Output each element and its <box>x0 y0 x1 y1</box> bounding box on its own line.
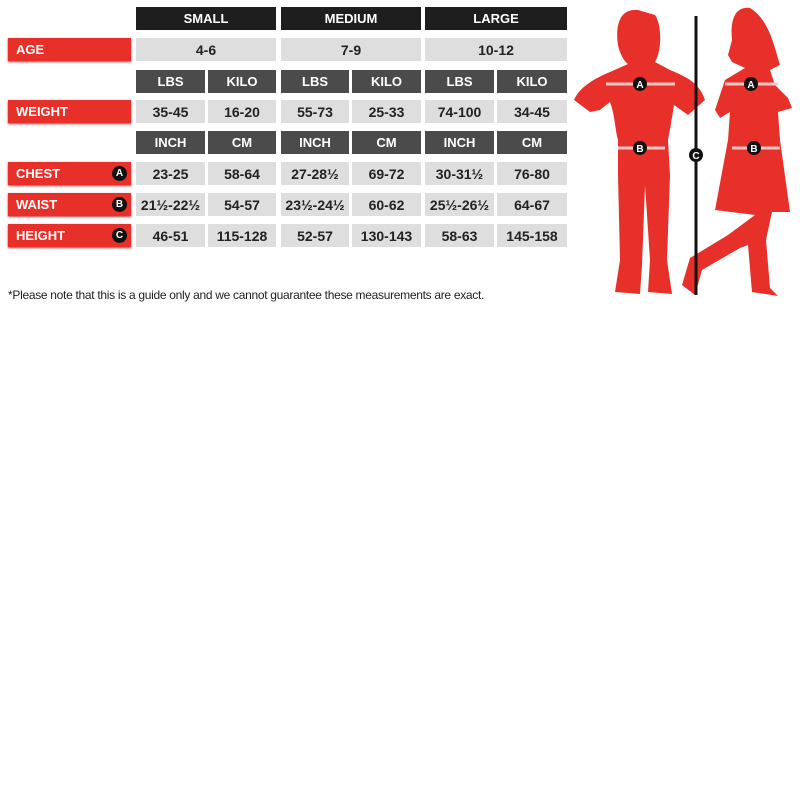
table-cell: 58-64 <box>208 162 276 185</box>
row-label-text: WAIST <box>16 197 58 212</box>
row-label-text: AGE <box>16 42 45 57</box>
row-label-text: CHEST <box>16 166 61 181</box>
table-cell: 27-28½ <box>281 162 349 185</box>
table-cell: 23-25 <box>136 162 205 185</box>
table-cell: 69-72 <box>352 162 421 185</box>
girl-silhouette <box>682 7 792 296</box>
marker-b-girl: B <box>750 144 757 155</box>
table-cell: 34-45 <box>497 100 567 123</box>
table-cell: 130-143 <box>352 224 421 247</box>
marker-c: C <box>692 151 699 162</box>
row-label-height: HEIGHT C <box>8 224 131 247</box>
measure-markers <box>633 77 761 162</box>
marker-b-boy: B <box>636 144 643 155</box>
table-cell: 16-20 <box>208 100 276 123</box>
table-cell: 46-51 <box>136 224 205 247</box>
table-cell: 21½-22½ <box>136 193 205 216</box>
table-cell: 58-63 <box>425 224 494 247</box>
table-cell: 25½-26½ <box>425 193 494 216</box>
measure-badge: C <box>112 228 127 243</box>
unit-header: LBS <box>425 70 494 93</box>
table-cell: 60-62 <box>352 193 421 216</box>
unit-header: INCH <box>281 131 349 154</box>
row-label-text: HEIGHT <box>16 228 66 243</box>
table-cell: 64-67 <box>497 193 567 216</box>
unit-header: LBS <box>281 70 349 93</box>
row-label-text: WEIGHT <box>16 104 68 119</box>
size-figure-illustration: A B C A B <box>574 7 792 296</box>
measure-badge: B <box>112 197 127 212</box>
table-cell: 7-9 <box>281 38 421 61</box>
table-cell: 10-12 <box>425 38 567 61</box>
row-label-weight: WEIGHT <box>8 100 131 123</box>
marker-a-girl: A <box>747 80 754 91</box>
disclaimer-note: *Please note that this is a guide only a… <box>8 288 485 302</box>
table-cell: 30-31½ <box>425 162 494 185</box>
unit-header: INCH <box>425 131 494 154</box>
table-cell: 76-80 <box>497 162 567 185</box>
marker-a-boy: A <box>636 80 643 91</box>
size-header: LARGE <box>425 7 567 30</box>
unit-header: CM <box>352 131 421 154</box>
row-label-age: AGE <box>8 38 131 61</box>
row-label-waist: WAIST B <box>8 193 131 216</box>
row-label-chest: CHEST A <box>8 162 131 185</box>
unit-header: LBS <box>136 70 205 93</box>
table-cell: 35-45 <box>136 100 205 123</box>
table-cell: 145-158 <box>497 224 567 247</box>
unit-header: KILO <box>497 70 567 93</box>
unit-header: KILO <box>352 70 421 93</box>
table-cell: 23½-24½ <box>281 193 349 216</box>
table-cell: 54-57 <box>208 193 276 216</box>
unit-header: INCH <box>136 131 205 154</box>
unit-header: CM <box>497 131 567 154</box>
table-cell: 25-33 <box>352 100 421 123</box>
table-cell: 74-100 <box>425 100 494 123</box>
unit-header: KILO <box>208 70 276 93</box>
measure-badge: A <box>112 166 127 181</box>
table-cell: 115-128 <box>208 224 276 247</box>
table-cell: 4-6 <box>136 38 276 61</box>
unit-header: CM <box>208 131 276 154</box>
size-header: MEDIUM <box>281 7 421 30</box>
table-cell: 52-57 <box>281 224 349 247</box>
table-cell: 55-73 <box>281 100 349 123</box>
size-header: SMALL <box>136 7 276 30</box>
